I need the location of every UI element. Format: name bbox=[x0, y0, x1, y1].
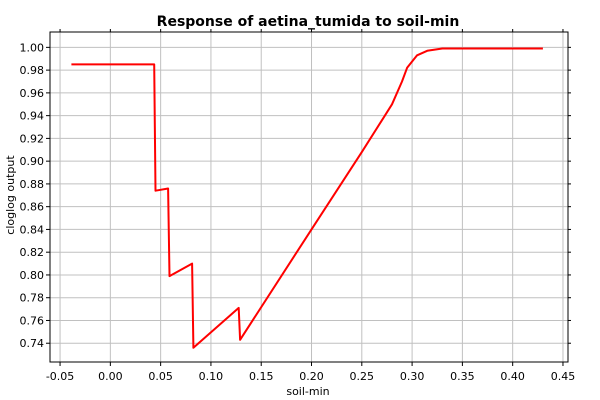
y-tick-label: 0.98 bbox=[20, 64, 45, 77]
x-tick-label: 0.20 bbox=[299, 370, 324, 383]
x-tick-label: 0.25 bbox=[350, 370, 375, 383]
y-tick-label: 0.82 bbox=[20, 246, 45, 259]
y-tick-label: 0.74 bbox=[20, 337, 45, 350]
y-tick-label: 1.00 bbox=[20, 41, 45, 54]
y-tick-label: 0.92 bbox=[20, 132, 45, 145]
x-axis-label: soil-min bbox=[286, 385, 329, 398]
y-tick-label: 0.96 bbox=[20, 87, 45, 100]
y-tick-label: 0.94 bbox=[20, 110, 45, 123]
x-tick-label: 0.45 bbox=[551, 370, 576, 383]
x-tick-label: 0.40 bbox=[500, 370, 525, 383]
y-tick-label: 0.88 bbox=[20, 178, 45, 191]
x-tick-label: 0.35 bbox=[450, 370, 475, 383]
x-tick-label: 0.30 bbox=[400, 370, 425, 383]
y-tick-label: 0.84 bbox=[20, 223, 45, 236]
y-tick-label: 0.80 bbox=[20, 269, 45, 282]
x-tick-label: 0.10 bbox=[199, 370, 224, 383]
x-axis-ticks: -0.05 0.00 0.05 0.10 0.15 0.20 0.25 0.30 0.35 0.4… bbox=[46, 29, 575, 383]
series-layer bbox=[71, 47, 543, 349]
y-tick-label: 0.86 bbox=[20, 201, 45, 214]
series-line-0 bbox=[71, 47, 543, 349]
y-tick-label: 0.78 bbox=[20, 292, 45, 305]
y-axis-label: cloglog output bbox=[4, 155, 17, 235]
plot-frame bbox=[49, 31, 569, 363]
x-tick-label: -0.05 bbox=[46, 370, 74, 383]
grid-lines bbox=[50, 32, 568, 362]
x-tick-label: 0.05 bbox=[148, 370, 173, 383]
x-tick-label: 0.15 bbox=[249, 370, 274, 383]
y-tick-label: 0.76 bbox=[20, 314, 45, 327]
x-tick-label: 0.00 bbox=[98, 370, 123, 383]
chart-title: Response of aetina_tumida to soil-min bbox=[157, 14, 460, 30]
y-axis-ticks: 0.74 0.76 0.78 0.80 0.82 0.84 0.86 0.88 0.90 0.92… bbox=[20, 41, 571, 350]
y-tick-label: 0.90 bbox=[20, 155, 45, 168]
